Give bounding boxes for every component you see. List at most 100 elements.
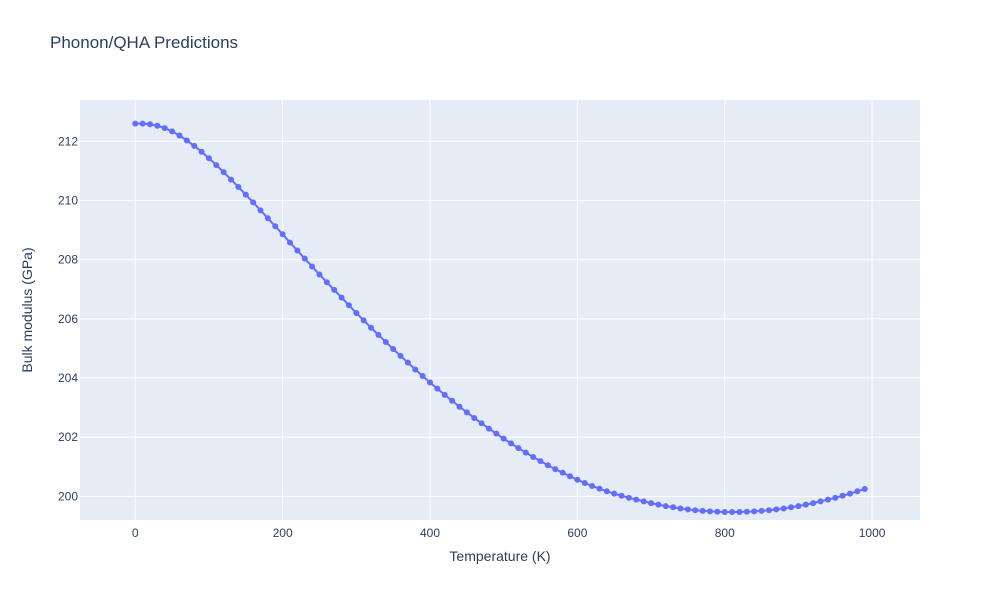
data-point[interactable] xyxy=(147,121,153,128)
data-point[interactable] xyxy=(758,507,765,514)
data-point[interactable] xyxy=(795,503,802,510)
data-point[interactable] xyxy=(368,324,375,331)
data-point[interactable] xyxy=(331,286,338,293)
data-point[interactable] xyxy=(530,454,537,460)
data-point[interactable] xyxy=(847,490,853,497)
data-point[interactable] xyxy=(537,458,544,465)
data-point[interactable] xyxy=(633,496,640,503)
data-point[interactable] xyxy=(161,125,168,132)
data-point[interactable] xyxy=(301,255,308,262)
data-point[interactable] xyxy=(603,488,610,495)
data-point[interactable] xyxy=(338,294,345,301)
data-point[interactable] xyxy=(500,435,507,442)
data-point[interactable] xyxy=(250,199,257,206)
data-point[interactable] xyxy=(191,142,198,149)
data-point[interactable] xyxy=(294,247,301,254)
data-point[interactable] xyxy=(353,309,360,316)
data-point[interactable] xyxy=(228,176,235,183)
data-point[interactable] xyxy=(360,317,367,324)
data-point[interactable] xyxy=(751,508,758,515)
data-point[interactable] xyxy=(485,425,492,432)
data-point[interactable] xyxy=(441,391,448,398)
data-point[interactable] xyxy=(412,366,419,373)
data-point[interactable] xyxy=(802,501,809,508)
data-point[interactable] xyxy=(316,271,323,278)
data-point[interactable] xyxy=(522,449,529,456)
data-point[interactable] xyxy=(854,488,861,495)
data-point[interactable] xyxy=(648,500,655,507)
data-point[interactable] xyxy=(780,505,787,512)
data-point[interactable] xyxy=(832,494,839,501)
data-point[interactable] xyxy=(692,507,699,514)
data-point[interactable] xyxy=(205,155,212,162)
data-point[interactable] xyxy=(397,352,404,359)
data-point[interactable] xyxy=(382,338,389,345)
data-point[interactable] xyxy=(132,120,139,127)
data-point[interactable] xyxy=(279,231,286,238)
data-point[interactable] xyxy=(788,504,795,511)
data-point[interactable] xyxy=(176,132,183,139)
data-point[interactable] xyxy=(581,480,588,487)
data-point[interactable] xyxy=(567,473,573,480)
data-point[interactable] xyxy=(427,379,433,386)
data-point[interactable] xyxy=(213,162,220,169)
data-point[interactable] xyxy=(611,490,618,497)
data-point[interactable] xyxy=(220,169,227,176)
data-point[interactable] xyxy=(235,183,242,190)
data-point[interactable] xyxy=(404,359,411,366)
data-point[interactable] xyxy=(618,492,625,499)
data-point[interactable] xyxy=(596,485,603,492)
data-point[interactable] xyxy=(640,498,647,505)
data-point[interactable] xyxy=(817,498,824,505)
data-point[interactable] xyxy=(559,469,566,476)
data-point[interactable] xyxy=(824,496,831,503)
data-point[interactable] xyxy=(345,302,352,309)
data-point[interactable] xyxy=(670,504,677,511)
data-point[interactable] xyxy=(861,485,868,492)
data-point[interactable] xyxy=(242,191,249,198)
data-point[interactable] xyxy=(375,331,382,338)
data-point[interactable] xyxy=(471,414,478,421)
data-point[interactable] xyxy=(707,508,713,515)
data-point[interactable] xyxy=(169,128,176,135)
data-point[interactable] xyxy=(589,482,596,489)
data-point[interactable] xyxy=(662,503,669,510)
data-point[interactable] xyxy=(721,509,728,516)
data-point[interactable] xyxy=(272,223,279,230)
data-point[interactable] xyxy=(810,500,817,507)
data-point[interactable] xyxy=(714,508,721,515)
data-point[interactable] xyxy=(287,239,293,246)
data-point[interactable] xyxy=(309,263,316,270)
data-point[interactable] xyxy=(677,505,684,512)
data-point[interactable] xyxy=(508,440,515,447)
data-point[interactable] xyxy=(139,120,146,127)
data-point[interactable] xyxy=(699,507,706,514)
data-point[interactable] xyxy=(198,148,205,155)
data-point[interactable] xyxy=(264,215,271,222)
data-point[interactable] xyxy=(449,397,456,404)
data-point[interactable] xyxy=(154,122,161,129)
data-point[interactable] xyxy=(743,508,750,515)
data-point[interactable] xyxy=(544,462,551,469)
data-point[interactable] xyxy=(655,501,662,508)
data-point[interactable] xyxy=(515,445,522,452)
data-point[interactable] xyxy=(183,137,190,144)
data-point[interactable] xyxy=(478,420,485,427)
data-point[interactable] xyxy=(729,509,736,516)
data-point[interactable] xyxy=(456,403,463,410)
data-point[interactable] xyxy=(574,476,581,483)
data-point[interactable] xyxy=(434,385,441,392)
data-point[interactable] xyxy=(419,372,426,379)
data-point[interactable] xyxy=(493,430,500,437)
data-point[interactable] xyxy=(463,409,470,416)
data-point[interactable] xyxy=(257,207,264,214)
data-point[interactable] xyxy=(839,492,846,499)
data-point[interactable] xyxy=(323,279,330,286)
data-point[interactable] xyxy=(552,466,559,473)
data-point[interactable] xyxy=(736,509,743,516)
data-point[interactable] xyxy=(765,507,772,514)
data-point[interactable] xyxy=(390,346,397,353)
data-point[interactable] xyxy=(625,494,632,501)
data-point[interactable] xyxy=(773,506,780,513)
data-point[interactable] xyxy=(684,506,691,513)
